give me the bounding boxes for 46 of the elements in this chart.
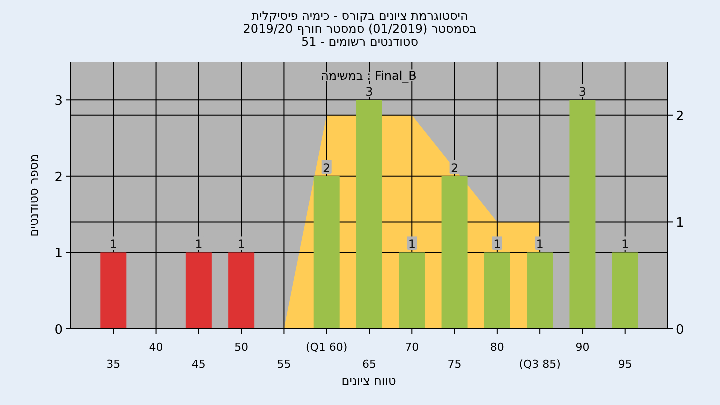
y2-tick-label: 0 bbox=[676, 323, 684, 338]
y-tick-label: 2 bbox=[54, 170, 63, 186]
x-tick-label: (Q1 60) bbox=[306, 341, 348, 354]
data-label: 1 bbox=[238, 238, 246, 252]
data-label: 1 bbox=[536, 238, 544, 252]
y2-tick-label: 2 bbox=[676, 109, 684, 124]
x-tick-label: 90 bbox=[576, 341, 590, 354]
data-label: 1 bbox=[622, 238, 630, 252]
x-tick-label: 55 bbox=[277, 358, 292, 371]
bar bbox=[314, 176, 340, 329]
data-label: 1 bbox=[195, 238, 203, 252]
x-tick-label: 35 bbox=[106, 358, 121, 371]
data-label: 2 bbox=[450, 161, 459, 176]
bar bbox=[399, 252, 426, 329]
data-label: 3 bbox=[366, 85, 374, 100]
x-tick-label: 65 bbox=[362, 358, 376, 371]
chart-subtitle: בסמסטר (01/2019) סמסטר חורף 2019/20 סטודנטים רשומים - 51 bbox=[243, 22, 477, 49]
bar bbox=[612, 252, 638, 329]
bar bbox=[527, 252, 554, 329]
chart-title: היסטוגרמת ציונים בקורס - כימיה פיסיקלית bbox=[252, 9, 468, 23]
x-tick-label: 70 bbox=[405, 341, 420, 354]
x-tick-label: 80 bbox=[490, 341, 504, 354]
data-label: 1 bbox=[494, 238, 502, 252]
y-tick-label: 1 bbox=[54, 246, 63, 262]
data-label: 1 bbox=[110, 238, 118, 252]
bar bbox=[228, 252, 255, 329]
y-tick-label: 3 bbox=[54, 94, 63, 110]
bar bbox=[186, 252, 212, 329]
y2-tick-label: 1 bbox=[676, 216, 684, 232]
x-tick-label: 95 bbox=[618, 358, 632, 371]
bar bbox=[100, 252, 127, 329]
x-tick-label: 50 bbox=[234, 341, 249, 354]
x-tick-label: 40 bbox=[149, 341, 164, 354]
x-tick-label: 75 bbox=[448, 358, 462, 371]
bar bbox=[570, 100, 596, 329]
bar bbox=[484, 252, 510, 329]
x-tick-label: 45 bbox=[192, 358, 206, 371]
x-axis-title: טווח ציונים bbox=[342, 374, 396, 388]
bar bbox=[356, 100, 382, 329]
data-label: 3 bbox=[578, 85, 587, 100]
data-label: 1 bbox=[408, 238, 416, 252]
x-tick-label: (Q3 85) bbox=[519, 358, 561, 371]
y-axis-title: מספר סטודנטים bbox=[27, 154, 41, 237]
data-label: 2 bbox=[323, 161, 331, 176]
bar bbox=[442, 176, 468, 329]
y-tick-label: 0 bbox=[54, 323, 63, 338]
